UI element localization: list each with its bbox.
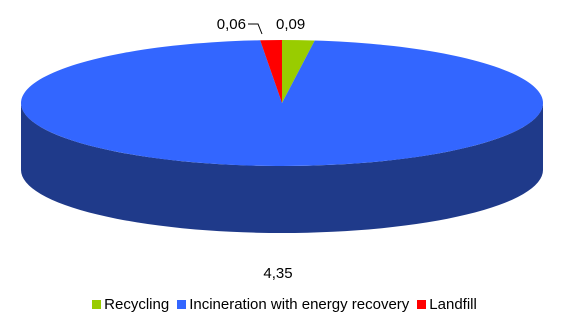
leader-line-landfill — [248, 23, 263, 35]
legend-swatch-recycling — [92, 300, 102, 309]
pie-side-incineration — [21, 103, 543, 233]
data-labels: 0,09 4,35 0,06 — [217, 16, 305, 282]
legend-swatch-incineration — [177, 300, 187, 309]
pie-sides — [21, 103, 543, 233]
data-label-recycling: 0,09 — [276, 16, 305, 33]
pie-slices — [21, 40, 544, 167]
legend-item-incineration: Incineration with energy recovery — [177, 296, 409, 313]
pie-slice-incineration — [21, 40, 544, 167]
legend-item-landfill: Landfill — [417, 296, 477, 313]
legend-item-recycling: Recycling — [92, 296, 169, 313]
legend-label-recycling: Recycling — [104, 296, 170, 313]
legend-label-incineration: Incineration with energy recovery — [189, 296, 410, 313]
pie-slice-landfill — [260, 40, 282, 103]
legend-label-landfill: Landfill — [429, 296, 477, 313]
legend: Recycling Incineration with energy recov… — [0, 296, 569, 313]
data-label-incineration: 4,35 — [263, 265, 292, 282]
pie-slice-recycling — [282, 40, 315, 103]
data-label-landfill: 0,06 — [217, 16, 246, 33]
label-leaders — [248, 23, 263, 35]
legend-swatch-landfill — [417, 300, 427, 309]
